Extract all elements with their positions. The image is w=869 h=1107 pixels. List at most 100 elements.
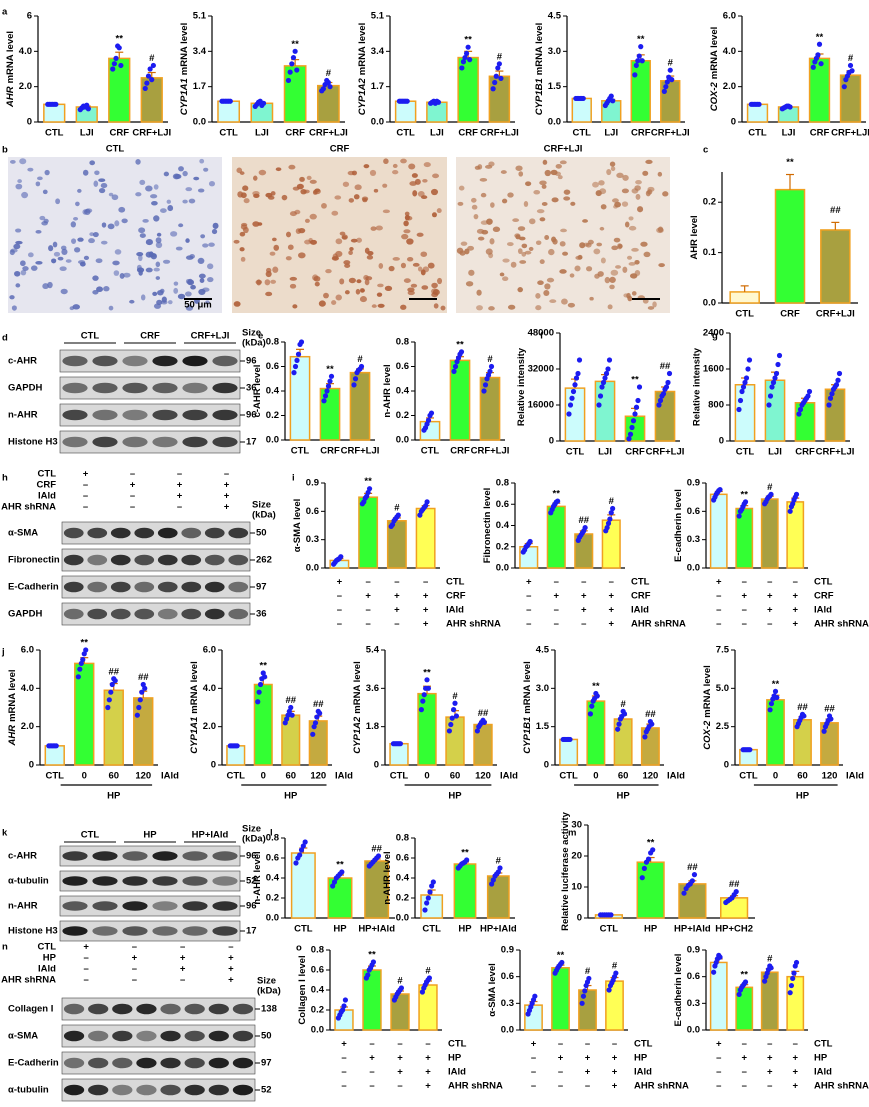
blot-band [152, 436, 178, 448]
nucleus [574, 265, 581, 272]
nucleus [151, 200, 158, 206]
data-point [297, 852, 303, 858]
nucleus [285, 256, 292, 261]
blot-band [63, 581, 84, 593]
significance-label: ** [423, 667, 431, 678]
condition-sign: – [531, 1067, 536, 1078]
nucleus [331, 300, 337, 306]
x-tick-label: 60 [285, 771, 296, 782]
nucleus [484, 164, 493, 169]
data-point [788, 982, 795, 989]
blot-band [212, 436, 238, 448]
data-point [805, 393, 811, 399]
data-point [645, 856, 652, 862]
nucleus [208, 242, 215, 247]
micrograph [456, 157, 670, 313]
nucleus [185, 238, 190, 243]
nucleus [607, 304, 613, 310]
data-point [849, 68, 855, 74]
blot-band [112, 1030, 133, 1042]
nucleus [331, 210, 339, 216]
y-tick-label: 0.0 [396, 913, 409, 924]
condition-sign: – [793, 577, 798, 588]
nucleus [313, 275, 321, 282]
significance-label: # [497, 51, 503, 62]
nucleus [190, 284, 196, 290]
nucleus [501, 198, 508, 204]
y-axis-label: CYP1B1 mRNA level [533, 23, 544, 115]
nucleus [365, 276, 373, 281]
nucleus [517, 248, 523, 255]
blot-band [63, 1084, 85, 1096]
nucleus [107, 223, 115, 230]
nucleus [199, 158, 205, 164]
nucleus [437, 277, 443, 285]
condition-sign: + [394, 605, 400, 616]
y-axis-label-part: CYP1A2 [356, 78, 367, 116]
blot-row-label: Histone H3 [8, 437, 58, 448]
data-point [607, 516, 613, 522]
condition-sign: – [742, 577, 747, 588]
blot-band [92, 409, 118, 421]
nucleus [174, 173, 182, 179]
blot-band [122, 851, 148, 861]
nucleus [604, 276, 611, 284]
nucleus [170, 231, 178, 237]
bar [734, 384, 756, 442]
data-point [602, 375, 608, 381]
y-tick-label: 0 [731, 117, 736, 128]
data-point [298, 847, 305, 853]
x-tick-label: CTL [227, 771, 246, 782]
condition-sign: – [612, 1039, 617, 1050]
blot-band [182, 382, 208, 394]
y-axis-label: E-cadherin level [672, 489, 683, 562]
bar [103, 689, 124, 766]
x-tick-label: CRF+LJI [309, 128, 348, 139]
y-tick-label: 3.4 [371, 46, 385, 57]
nucleus [304, 218, 310, 223]
condition-sign: – [531, 1053, 536, 1064]
data-point [331, 879, 338, 885]
nucleus [634, 259, 640, 265]
condition-sign: – [83, 953, 88, 964]
nucleus [300, 188, 307, 195]
x-tick-label: 0 [773, 771, 778, 782]
kda-label: 97 [256, 582, 267, 593]
nucleus [200, 234, 206, 239]
y-axis-label-part: Relative intensity [691, 347, 702, 426]
x-tick-label: CRF+LJI [831, 128, 869, 139]
data-point [289, 712, 295, 718]
significance-label: ** [637, 34, 645, 45]
blot-band [62, 926, 88, 936]
significance-label: ** [336, 860, 344, 871]
nucleus [536, 209, 545, 214]
condition-sign: + [177, 491, 183, 502]
condition-sign: – [369, 1081, 374, 1092]
blot-band [228, 527, 249, 539]
nucleus [98, 187, 106, 194]
bar [43, 103, 66, 123]
condition-sign: – [742, 619, 747, 630]
nucleus [507, 242, 514, 247]
blot-band [184, 1030, 205, 1042]
significance-label: ** [116, 34, 124, 45]
nucleus [92, 231, 99, 238]
nucleus [420, 269, 426, 276]
x-tick-label: CTL [219, 128, 238, 139]
y-tick-label: 5.1 [193, 11, 207, 22]
nucleus [400, 262, 407, 269]
nucleus [634, 270, 641, 276]
y-tick-label: 4.5 [548, 11, 562, 22]
blot-band [87, 554, 108, 566]
data-point [663, 384, 670, 390]
data-point [424, 499, 430, 505]
data-point [425, 895, 431, 901]
x-tick-label: HP [333, 924, 347, 935]
blot-band [228, 581, 249, 593]
data-point [633, 404, 640, 410]
data-point [302, 839, 308, 845]
data-point [365, 972, 371, 978]
nucleus [517, 226, 526, 231]
blot-band [112, 1003, 133, 1015]
blot-row-label: n-AHR [8, 410, 38, 421]
